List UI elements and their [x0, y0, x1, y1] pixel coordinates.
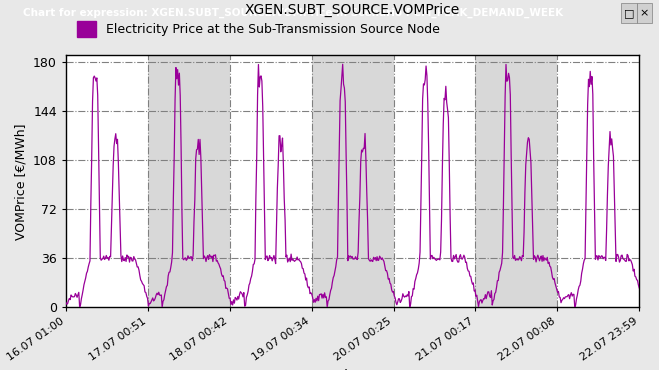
Text: ×: × — [640, 8, 649, 18]
Text: Chart for expression: XGEN.SUBT_SOURCE.VOMPrice in Scenario PCM_PEAK_DEMAND_WEEK: Chart for expression: XGEN.SUBT_SOURCE.V… — [23, 8, 563, 18]
Bar — [148, 56, 230, 307]
Bar — [312, 56, 393, 307]
Bar — [475, 56, 558, 307]
X-axis label: Time: Time — [335, 369, 370, 370]
Bar — [621, 3, 637, 23]
Legend: Electricity Price at the Sub-Transmission Source Node: Electricity Price at the Sub-Transmissio… — [72, 16, 445, 42]
Text: □: □ — [624, 8, 635, 18]
Title: XGEN.SUBT_SOURCE.VOMPrice: XGEN.SUBT_SOURCE.VOMPrice — [245, 3, 460, 17]
Y-axis label: VOMPrice [€/MWh]: VOMPrice [€/MWh] — [14, 123, 28, 239]
Bar — [637, 3, 652, 23]
